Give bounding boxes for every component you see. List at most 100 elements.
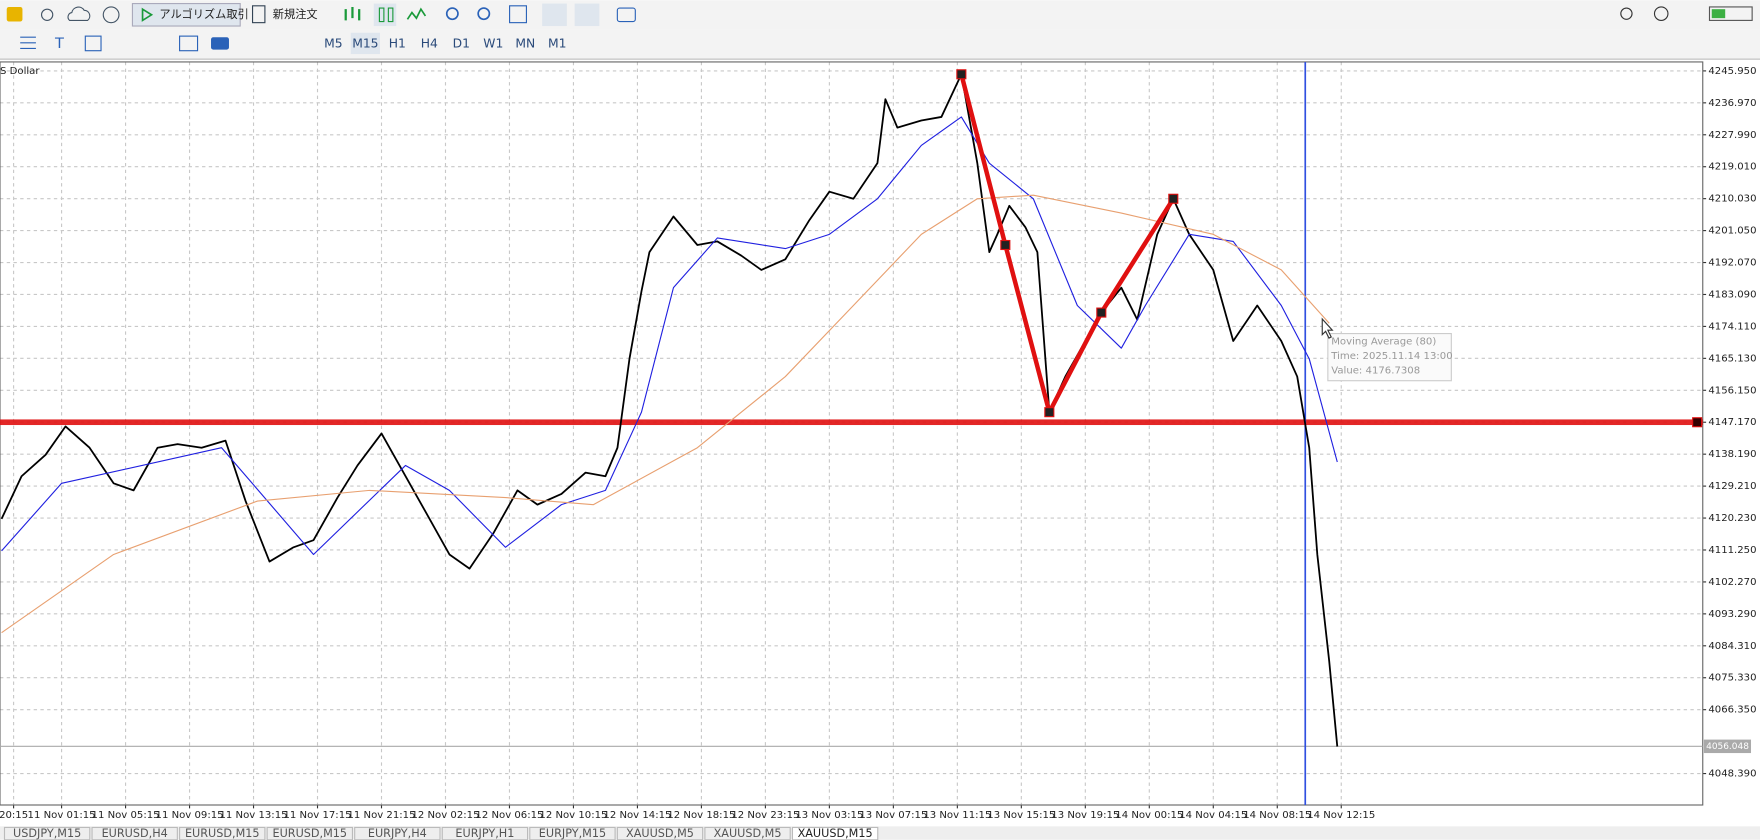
x-tick-label: 13 Nov 03:15 <box>795 810 863 821</box>
icon-hlines[interactable] <box>20 36 36 50</box>
y-tick-label: 4245.950 <box>1708 66 1756 77</box>
icon-bars[interactable] <box>344 6 361 21</box>
y-tick-label: 4138.190 <box>1708 449 1756 460</box>
x-tick-label: 12 Nov 06:15 <box>475 810 543 821</box>
x-tick-label: 11 Nov 17:15 <box>283 810 351 821</box>
timeframe-button[interactable]: M5 <box>324 36 342 50</box>
timeframe-button[interactable]: M15 <box>352 36 378 50</box>
tab-label[interactable]: EURJPY,M15 <box>539 827 606 840</box>
y-tick-label: 4129.210 <box>1708 481 1756 492</box>
drawing-toolbar <box>0 29 1760 59</box>
x-tick-label: 14 Nov 12:15 <box>1307 810 1375 821</box>
algo-trading-button[interactable] <box>131 3 241 27</box>
x-tick-label: 14 Nov 08:15 <box>1243 810 1311 821</box>
timeframe-button[interactable]: H1 <box>389 36 406 50</box>
icon-rect[interactable] <box>84 35 102 52</box>
level-handle <box>1692 417 1703 428</box>
plot-frame <box>0 61 1704 806</box>
tab-label[interactable]: XAUUSD,M5 <box>714 827 782 840</box>
x-tick-label: 12 Nov 18:15 <box>667 810 735 821</box>
x-tick-label: 11 Nov 09:15 <box>156 810 224 821</box>
zigzag-anchor <box>1044 407 1055 418</box>
icon-ok[interactable] <box>211 37 229 50</box>
y-tick-label: 4219.010 <box>1708 162 1756 173</box>
icon-chart[interactable] <box>179 35 199 52</box>
x-tick-label: 14 Nov 00:15 <box>1115 810 1183 821</box>
timeframe-button[interactable]: MN <box>515 36 535 50</box>
zigzag-anchor <box>1168 193 1179 204</box>
y-tick-label: 4227.990 <box>1708 130 1756 141</box>
x-tick-label: 12 Nov 23:15 <box>731 810 799 821</box>
separator <box>0 58 1760 60</box>
tooltip-value: Value: 4176.7308 <box>1331 366 1420 377</box>
icon-line[interactable] <box>406 7 427 20</box>
y-tick-label: 4210.030 <box>1708 194 1756 205</box>
timeframe-active[interactable] <box>350 32 380 55</box>
y-tick-label: 4236.970 <box>1708 98 1756 109</box>
icon-signal[interactable] <box>40 8 54 21</box>
zigzag-anchor <box>956 69 967 80</box>
tab-label[interactable]: EURJPY,H1 <box>455 827 514 840</box>
y-tick-label: 4075.330 <box>1708 673 1756 684</box>
icon-search[interactable] <box>1620 7 1633 20</box>
x-tick-label: 12 Nov 10:15 <box>539 810 607 821</box>
icon-candles <box>378 7 394 23</box>
x-tick-label: 11 Nov 01:15 <box>28 810 96 821</box>
icon-bag[interactable] <box>6 6 23 22</box>
tab-label[interactable]: EURUSD,M15 <box>185 827 260 840</box>
icon-cloud[interactable] <box>67 6 91 21</box>
timeframe-button[interactable]: M1 <box>548 36 566 50</box>
algo-trading-label: アルゴリズム取引 <box>159 7 248 21</box>
zigzag-anchor <box>1000 239 1011 251</box>
symbol-label: S Dollar <box>0 66 40 77</box>
timeframes: M5 M15 H1 H4 D1 W1 MN M1 <box>324 32 567 55</box>
icon-zoom-out[interactable] <box>477 7 491 21</box>
icon-screenshot[interactable] <box>616 7 636 23</box>
tab-label[interactable]: USDJPY,M15 <box>13 827 81 840</box>
x-tick-label: 20:15 <box>0 810 28 821</box>
bid-label: 4056.048 <box>1706 742 1749 752</box>
x-tick-label: 13 Nov 19:15 <box>1051 810 1119 821</box>
timeframe-button[interactable]: H4 <box>421 36 438 50</box>
tab-label[interactable]: XAUUSD,M15 <box>798 827 873 840</box>
y-tick-label: 4102.270 <box>1708 577 1756 588</box>
y-tick-label: 4201.050 <box>1708 226 1756 237</box>
zigzag-anchor <box>1096 307 1107 318</box>
icon-signal-fill <box>1711 9 1726 19</box>
y-tick-label: 4183.090 <box>1708 289 1756 300</box>
icon-signal-strength <box>1708 6 1753 21</box>
x-tick-label: 11 Nov 13:15 <box>220 810 288 821</box>
icon-zoom-in[interactable] <box>445 7 459 21</box>
y-tick-label: 4093.290 <box>1708 609 1756 620</box>
icon-tile[interactable] <box>509 5 527 24</box>
tab-label[interactable]: EURUSD,M15 <box>272 827 347 840</box>
tab-label[interactable]: EURJPY,H4 <box>368 827 427 840</box>
timeframe-button[interactable]: W1 <box>483 36 503 50</box>
tab-label[interactable]: XAUUSD,M5 <box>626 827 694 840</box>
icon-autoscroll[interactable] <box>542 3 567 27</box>
tooltip-time: Time: 2025.11.14 13:00 <box>1330 351 1452 362</box>
tab-label[interactable]: EURUSD,H4 <box>102 827 168 840</box>
toolbar <box>0 0 1760 30</box>
y-tick-label: 4165.130 <box>1708 353 1756 364</box>
icon-market[interactable] <box>102 6 120 24</box>
icon-text[interactable]: T <box>54 35 64 52</box>
tabs: USDJPY,M15 EURUSD,H4 EURUSD,M15 EURUSD,M15 E… <box>3 826 879 840</box>
timeframe-button[interactable]: D1 <box>453 36 470 50</box>
icon-play <box>141 7 154 22</box>
y-tick-label: 4174.110 <box>1708 321 1756 332</box>
x-tick-label: 11 Nov 05:15 <box>92 810 160 821</box>
tooltip: Moving Average (80) Time: 2025.11.14 13:… <box>1327 333 1453 382</box>
mouse-cursor <box>1321 317 1334 339</box>
new-order-label[interactable]: 新規注文 <box>273 7 318 21</box>
y-tick-label: 4048.390 <box>1708 769 1756 780</box>
y-tick-label: 4066.350 <box>1708 705 1756 716</box>
y-tick-label: 4084.310 <box>1708 641 1756 652</box>
icon-account[interactable] <box>1653 6 1669 21</box>
icon-shift[interactable] <box>574 3 600 27</box>
icon-new-order[interactable] <box>251 5 266 24</box>
x-tick-label: 13 Nov 07:15 <box>859 810 927 821</box>
